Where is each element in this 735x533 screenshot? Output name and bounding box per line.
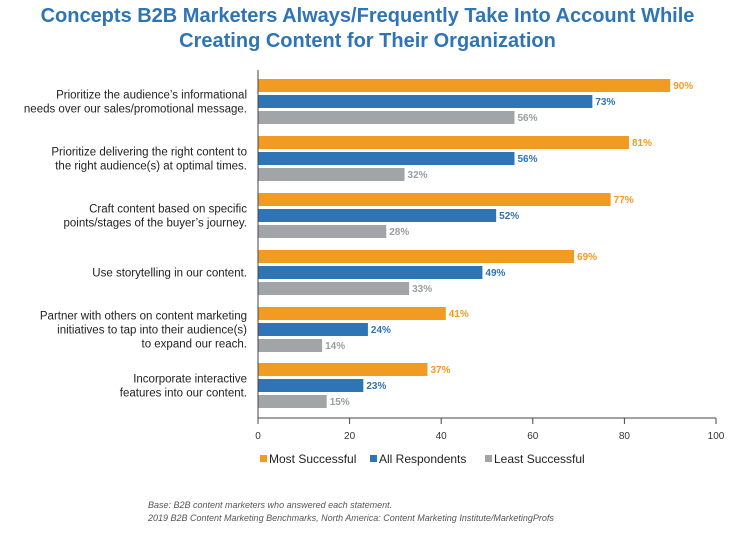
category-label: the right audience(s) at optimal times. — [55, 161, 247, 173]
bar — [258, 282, 410, 295]
data-label: 52% — [499, 211, 519, 222]
data-label: 15% — [330, 397, 350, 408]
category-label: Use storytelling in our content. — [92, 268, 247, 280]
category-label: Incorporate interactive — [133, 374, 247, 386]
category-label: features into our content. — [120, 388, 247, 400]
data-label: 28% — [389, 227, 409, 238]
legend-swatch — [260, 455, 267, 462]
bar — [258, 379, 364, 392]
bar — [258, 363, 428, 376]
x-tick-label: 0 — [255, 431, 261, 442]
category-label: to expand our reach. — [142, 339, 248, 351]
x-tick-label: 20 — [344, 431, 356, 442]
bar — [258, 266, 483, 279]
chart-title-line-2: Creating Content for Their Organization — [179, 30, 556, 52]
data-label: 14% — [325, 341, 345, 352]
bar — [258, 323, 368, 336]
data-label: 56% — [517, 113, 537, 124]
bar — [258, 168, 405, 181]
category-label: needs over our sales/promotional message… — [24, 104, 247, 116]
legend-swatch — [485, 455, 492, 462]
x-tick-label: 60 — [527, 431, 539, 442]
legend-label: Most Successful — [269, 452, 356, 466]
x-tick-label: 80 — [619, 431, 631, 442]
bar — [258, 209, 497, 222]
category-label: points/stages of the buyer’s journey. — [64, 218, 247, 230]
footnote-base: Base: B2B content marketers who answered… — [148, 500, 393, 510]
legend-label: Least Successful — [494, 452, 585, 466]
bar — [258, 111, 515, 124]
bar — [258, 225, 387, 238]
chart-title: Concepts B2B Marketers Always/Frequently… — [0, 4, 735, 54]
data-label: 49% — [485, 268, 505, 279]
category-label: Prioritize the audience’s informational — [56, 90, 247, 102]
bar — [258, 152, 515, 165]
bar-chart: 90% 81% 77% 69% 41% 37% 73% 56% 52% 49% 24% 23% 56% 3… — [24, 70, 725, 466]
category-label: Craft content based on specific — [89, 204, 247, 216]
category-label: Prioritize delivering the right content … — [51, 147, 247, 159]
data-label: 81% — [632, 138, 652, 149]
chart-title-line-1: Concepts B2B Marketers Always/Frequently… — [40, 5, 695, 27]
bar — [258, 79, 671, 92]
legend-label: All Respondents — [379, 452, 466, 466]
data-label: 24% — [371, 325, 391, 336]
x-tick-label: 40 — [436, 431, 448, 442]
data-label: 32% — [408, 170, 428, 181]
footnote-source: 2019 B2B Content Marketing Benchmarks, N… — [148, 513, 554, 523]
bar — [258, 395, 327, 408]
bar — [258, 339, 323, 352]
data-label: 69% — [577, 252, 597, 263]
bar — [258, 307, 446, 320]
category-label: initiatives to tap into their audience(s… — [57, 325, 247, 337]
data-label: 56% — [517, 154, 537, 165]
data-label: 33% — [412, 284, 432, 295]
data-label: 37% — [430, 365, 450, 376]
data-label: 23% — [366, 381, 386, 392]
data-label: 41% — [449, 309, 469, 320]
x-tick-label: 100 — [708, 431, 725, 442]
data-label: 77% — [614, 195, 634, 206]
bar — [258, 193, 611, 206]
bar — [258, 136, 629, 149]
data-label: 73% — [595, 97, 615, 108]
bar — [258, 95, 593, 108]
legend-swatch — [370, 455, 377, 462]
category-label: Partner with others on content marketing — [40, 311, 247, 323]
data-label: 90% — [673, 81, 693, 92]
bar — [258, 250, 575, 263]
